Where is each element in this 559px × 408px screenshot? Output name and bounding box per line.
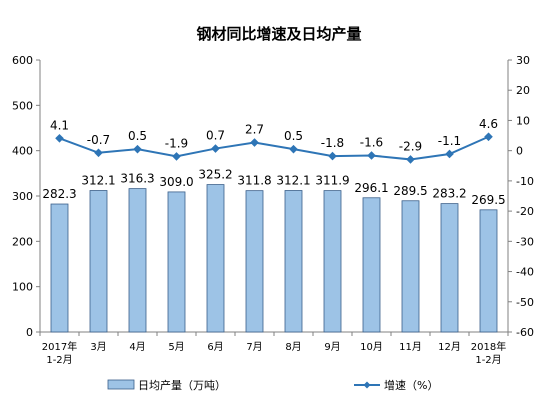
x-tick-label: 1-2月 bbox=[475, 354, 501, 366]
legend-swatch-bar bbox=[107, 379, 135, 390]
left-tick-label: 200 bbox=[12, 235, 33, 248]
growth-value-label: -2.9 bbox=[399, 139, 422, 153]
left-tick-label: 100 bbox=[12, 281, 33, 294]
growth-marker bbox=[445, 149, 454, 159]
bar bbox=[128, 188, 147, 333]
x-tick-label: 8月 bbox=[285, 341, 301, 353]
x-tick-label: 5月 bbox=[168, 341, 184, 353]
left-tick-label: 300 bbox=[12, 190, 33, 203]
growth-value-label: -1.9 bbox=[165, 136, 188, 150]
growth-marker bbox=[250, 138, 259, 147]
x-tick-label: 2017年 bbox=[42, 340, 77, 353]
growth-value-label: -1.6 bbox=[360, 136, 383, 150]
growth-value-label: -1.1 bbox=[438, 134, 461, 148]
bar bbox=[362, 197, 381, 333]
left-tick-label: 400 bbox=[12, 145, 33, 158]
right-tick-label: -40 bbox=[516, 266, 534, 279]
bar-value-label: 312.1 bbox=[81, 174, 115, 188]
growth-marker bbox=[406, 155, 415, 164]
x-tick-label: 9月 bbox=[324, 341, 340, 353]
growth-value-label: 4.1 bbox=[50, 118, 69, 132]
bar bbox=[89, 190, 108, 333]
bar-value-label: 269.5 bbox=[471, 193, 505, 207]
bar bbox=[323, 190, 342, 333]
growth-value-label: 0.7 bbox=[206, 129, 225, 143]
bar-value-label: 283.2 bbox=[432, 187, 466, 201]
legend: 日均产量（万吨） 增速（%） bbox=[107, 378, 438, 392]
growth-marker bbox=[172, 152, 181, 161]
bar-value-label: 316.3 bbox=[120, 172, 154, 186]
bar bbox=[401, 200, 420, 333]
growth-value-label: 0.5 bbox=[284, 129, 303, 143]
right-tick-label: 0 bbox=[516, 145, 523, 158]
legend-label-bar: 日均产量（万吨） bbox=[138, 378, 226, 392]
bar bbox=[284, 190, 303, 333]
right-tick-label: 10 bbox=[516, 114, 530, 127]
chart-title: 钢材同比增速及日均产量 bbox=[196, 25, 361, 43]
bar bbox=[50, 203, 69, 333]
legend-marker-line bbox=[363, 381, 371, 389]
bar-value-label: 289.5 bbox=[393, 184, 427, 198]
x-tick-label: 11月 bbox=[399, 341, 422, 353]
growth-marker bbox=[289, 144, 298, 154]
right-tick-label: -50 bbox=[516, 296, 534, 309]
bar-value-label: 311.8 bbox=[237, 174, 271, 188]
bar bbox=[206, 184, 225, 333]
growth-value-label: -1.8 bbox=[321, 136, 344, 150]
x-tick-label: 10月 bbox=[360, 341, 383, 353]
right-tick-label: 20 bbox=[516, 84, 530, 97]
bar-value-label: 282.3 bbox=[42, 187, 76, 201]
x-tick-label: 2018年 bbox=[471, 340, 506, 353]
growth-marker bbox=[367, 151, 376, 160]
left-tick-label: 0 bbox=[26, 326, 33, 339]
growth-marker bbox=[55, 133, 64, 143]
bar bbox=[167, 191, 186, 333]
x-tick-label: 4月 bbox=[129, 341, 145, 353]
bar-value-label: 311.9 bbox=[315, 174, 349, 188]
x-tick-label: 6月 bbox=[207, 341, 223, 353]
right-tick-label: -30 bbox=[516, 235, 534, 248]
bar bbox=[479, 209, 498, 333]
x-tick-label: 7月 bbox=[246, 341, 262, 353]
bar bbox=[245, 190, 264, 333]
growth-value-label: 2.7 bbox=[245, 123, 264, 137]
left-tick-label: 500 bbox=[12, 99, 33, 112]
bar bbox=[440, 203, 459, 333]
plot-area: 0 100 200 300 400 500 600 -60 -50 -40 -30 -20 -10 0 10… bbox=[12, 54, 534, 366]
right-tick-label: -20 bbox=[516, 205, 534, 218]
right-tick-label: -60 bbox=[516, 326, 534, 339]
x-tick-label: 3月 bbox=[90, 341, 106, 353]
growth-marker bbox=[133, 144, 142, 154]
growth-marker bbox=[484, 132, 493, 142]
growth-line bbox=[59, 135, 489, 161]
growth-value-label: 4.6 bbox=[479, 117, 498, 131]
bar-value-label: 312.1 bbox=[276, 174, 310, 188]
x-tick-label: 12月 bbox=[438, 341, 461, 353]
bar-value-label: 325.2 bbox=[198, 168, 232, 182]
right-tick-label: 30 bbox=[516, 54, 530, 67]
legend-label-line: 增速（%） bbox=[384, 378, 438, 392]
growth-marker bbox=[328, 151, 337, 161]
growth-marker bbox=[211, 144, 220, 153]
growth-value-label: 0.5 bbox=[128, 129, 147, 143]
x-tick-label: 1-2月 bbox=[46, 354, 72, 366]
right-tick-label: -10 bbox=[516, 175, 534, 188]
left-tick-label: 600 bbox=[12, 54, 33, 67]
bar-value-label: 296.1 bbox=[354, 181, 388, 195]
growth-value-label: -0.7 bbox=[87, 133, 110, 147]
bar-value-label: 309.0 bbox=[159, 175, 193, 189]
growth-marker bbox=[94, 148, 103, 158]
